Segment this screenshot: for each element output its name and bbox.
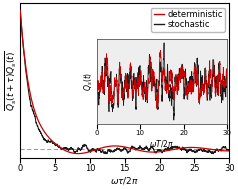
Y-axis label: $\overline{Q_s(t+\tau)Q_s(t)}$: $\overline{Q_s(t+\tau)Q_s(t)}$: [4, 50, 19, 111]
Legend: deterministic, stochastic: deterministic, stochastic: [151, 8, 225, 32]
X-axis label: $\omega\tau/2\pi$: $\omega\tau/2\pi$: [110, 174, 139, 186]
